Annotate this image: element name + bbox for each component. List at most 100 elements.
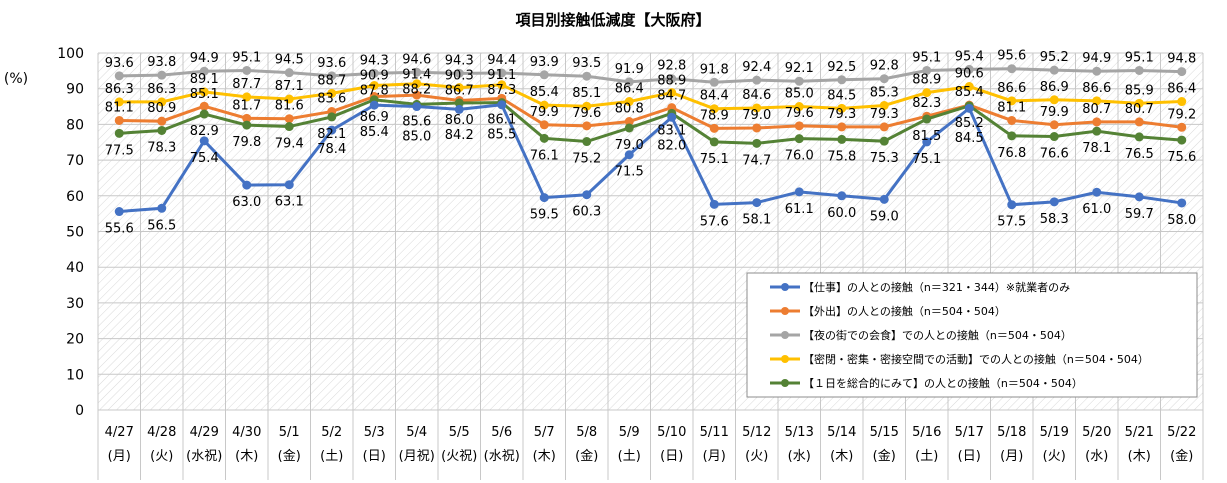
legend-marker — [781, 307, 789, 315]
data-label: 75.4 — [190, 151, 219, 166]
x-tick-label: 5/2 — [321, 425, 342, 440]
data-label: 86.1 — [487, 113, 516, 128]
data-label: 84.2 — [445, 128, 474, 143]
x-tick-weekday: (金) — [575, 448, 598, 464]
data-label: 85.9 — [1125, 83, 1154, 98]
data-label: 85.2 — [955, 116, 984, 131]
x-tick-weekday: (火) — [1043, 449, 1066, 464]
data-point — [199, 87, 209, 97]
data-label: 79.0 — [742, 108, 771, 123]
x-tick-weekday: (金) — [873, 448, 896, 464]
data-label: 86.3 — [147, 82, 176, 97]
data-point — [1007, 115, 1017, 125]
x-tick-weekday: (日) — [958, 449, 981, 464]
data-label: 79.6 — [572, 106, 601, 121]
data-label: 76.0 — [785, 149, 814, 164]
data-label: 86.6 — [1082, 81, 1111, 96]
data-point — [1049, 197, 1059, 207]
data-label: 90.3 — [445, 68, 474, 83]
data-label: 75.6 — [1167, 150, 1196, 165]
y-axis-label: (%) — [4, 71, 28, 87]
x-tick-weekday: (土) — [320, 449, 343, 464]
data-point — [454, 83, 464, 93]
y-tick-label: 60 — [66, 189, 84, 205]
data-label: 78.3 — [147, 140, 176, 155]
data-point — [412, 102, 422, 112]
data-point — [879, 122, 889, 132]
series-line-3 — [119, 82, 1182, 111]
data-label: 92.1 — [785, 61, 814, 76]
x-tick-weekday: (月) — [1000, 449, 1023, 464]
x-tick-weekday: (金) — [278, 448, 301, 464]
data-label: 61.0 — [1082, 202, 1111, 217]
x-tick-label: 5/20 — [1082, 425, 1111, 440]
data-label: 80.7 — [1082, 102, 1111, 117]
data-point — [242, 92, 252, 102]
data-point — [879, 136, 889, 146]
data-point — [1177, 67, 1187, 77]
data-point — [412, 67, 422, 77]
data-point — [114, 207, 124, 217]
data-point — [1007, 200, 1017, 210]
legend-entry: 【夜の街での会食】での人との接触（n＝504・504） — [803, 328, 1072, 342]
data-point — [284, 122, 294, 132]
data-label: 59.7 — [1125, 207, 1154, 222]
data-label: 88.7 — [317, 73, 346, 88]
x-tick-label: 5/15 — [870, 425, 899, 440]
data-label: 88.9 — [912, 73, 941, 88]
x-tick-label: 4/27 — [105, 425, 134, 440]
y-tick-label: 80 — [66, 117, 84, 133]
data-point — [114, 115, 124, 125]
data-label: 75.1 — [700, 152, 729, 167]
data-point — [327, 88, 337, 98]
data-point — [539, 100, 549, 110]
data-label: 85.1 — [572, 86, 601, 101]
data-point — [497, 68, 507, 78]
data-label: 56.5 — [147, 218, 176, 233]
data-label: 87.3 — [487, 83, 516, 98]
data-label: 95.4 — [955, 49, 984, 64]
data-point — [1177, 97, 1187, 107]
data-label: 85.3 — [870, 85, 899, 100]
data-label: 75.3 — [870, 151, 899, 166]
data-label: 79.9 — [1040, 105, 1069, 120]
data-label: 84.5 — [827, 88, 856, 103]
data-label: 90.9 — [360, 68, 389, 83]
data-label: 88.9 — [657, 74, 686, 89]
data-label: 94.3 — [360, 53, 389, 68]
data-point — [837, 134, 847, 144]
data-label: 79.6 — [785, 106, 814, 121]
data-point — [157, 70, 167, 80]
x-tick-weekday: (水) — [788, 449, 811, 464]
x-tick-label: 5/10 — [657, 425, 686, 440]
data-point — [454, 68, 464, 78]
x-tick-weekday: (月) — [108, 449, 131, 464]
data-label: 58.1 — [742, 213, 771, 228]
x-tick-weekday: (月祝) — [399, 449, 435, 464]
data-point — [582, 71, 592, 81]
data-point — [369, 80, 379, 90]
data-label: 81.5 — [912, 129, 941, 144]
data-point — [242, 120, 252, 130]
data-label: 87.7 — [232, 77, 261, 92]
data-label: 79.3 — [827, 107, 856, 122]
data-label: 85.4 — [360, 125, 389, 140]
data-label: 86.6 — [997, 81, 1026, 96]
x-tick-weekday: (水) — [1085, 449, 1108, 464]
data-label: 94.8 — [1167, 52, 1196, 67]
data-point — [582, 137, 592, 147]
data-point — [1092, 187, 1102, 197]
data-label: 76.5 — [1125, 147, 1154, 162]
data-point — [709, 104, 719, 114]
data-label: 63.1 — [275, 195, 304, 210]
data-point — [1177, 135, 1187, 145]
x-tick-weekday: (水祝) — [186, 449, 222, 464]
data-label: 93.5 — [572, 56, 601, 71]
chart-title: 項目別接触低減度【大阪府】 — [515, 11, 710, 29]
data-point — [624, 117, 634, 127]
data-label: 84.7 — [657, 89, 686, 104]
y-tick-label: 100 — [57, 46, 84, 62]
series-line-2 — [119, 67, 1182, 84]
data-label: 61.1 — [785, 202, 814, 217]
series-line-0 — [119, 103, 1182, 214]
